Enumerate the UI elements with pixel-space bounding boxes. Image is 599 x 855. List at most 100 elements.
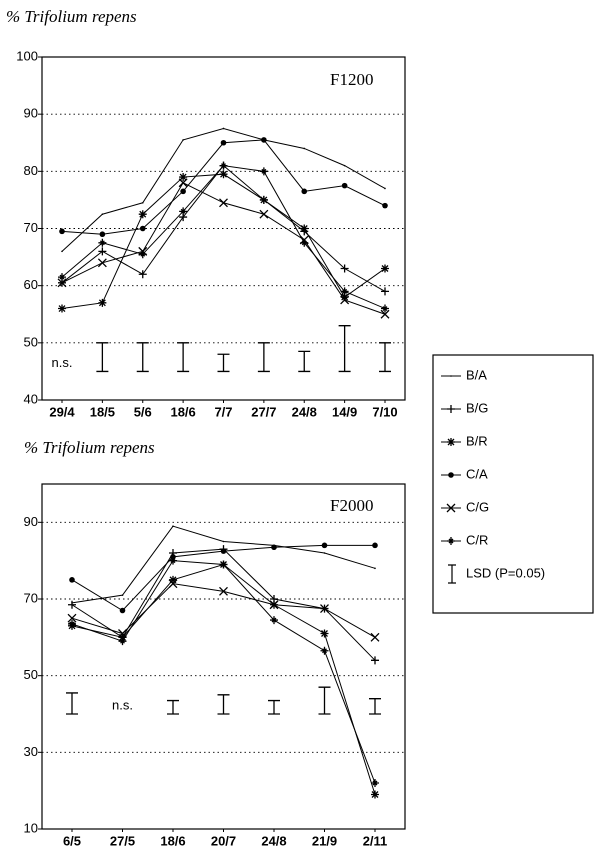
marker [323, 552, 326, 554]
marker [382, 202, 388, 209]
y-tick-label: 30 [24, 744, 38, 759]
marker [98, 298, 107, 307]
marker [169, 575, 177, 584]
marker [300, 238, 309, 247]
marker [178, 178, 188, 188]
ns-label: n.s. [112, 697, 133, 712]
lsd-bar [338, 325, 351, 373]
x-tick-label: 24/8 [292, 404, 317, 419]
y-tick-label: 70 [24, 590, 38, 605]
legend-label: LSD (P=0.05) [466, 565, 545, 580]
chart-title: % Trifolium repens [24, 438, 155, 457]
legend-box [432, 354, 594, 614]
x-tick-label: 27/7 [251, 404, 276, 419]
y-tick-label: 50 [24, 667, 38, 682]
legend-label: B/R [466, 433, 488, 448]
marker [303, 147, 306, 150]
marker [384, 187, 386, 190]
marker [98, 238, 107, 247]
marker [446, 503, 456, 513]
x-tick-label: 24/8 [261, 833, 286, 848]
lsd-bar [217, 353, 230, 373]
lsd-bar [217, 694, 230, 715]
x-tick-label: 20/7 [211, 833, 236, 848]
marker [58, 273, 66, 282]
x-tick-label: 14/9 [332, 404, 357, 419]
marker [381, 304, 389, 313]
y-tick-label: 90 [24, 106, 38, 121]
x-tick-label: 7/10 [372, 404, 397, 419]
marker [220, 548, 227, 554]
lsd-bar [167, 699, 179, 715]
marker [372, 542, 378, 549]
y-tick-label: 70 [24, 220, 38, 235]
x-tick-label: 18/6 [170, 404, 195, 419]
marker [340, 287, 349, 296]
marker [169, 556, 177, 565]
marker [447, 405, 455, 413]
marker [300, 224, 309, 233]
lsd-bar [96, 342, 109, 373]
lsd-bar [369, 698, 381, 715]
x-tick-label: 21/9 [312, 833, 337, 848]
x-tick-label: 7/7 [214, 404, 232, 419]
lsd-bar [379, 342, 391, 373]
legend-label: C/G [466, 499, 489, 514]
ns-label: n.s. [52, 355, 73, 370]
legend-lsd-icon [448, 564, 456, 584]
marker [101, 213, 104, 216]
panel-label: F1200 [330, 70, 373, 89]
lsd-bar [66, 692, 78, 715]
marker [182, 139, 184, 141]
marker [271, 544, 277, 551]
marker [371, 790, 379, 799]
marker [67, 613, 77, 623]
marker [381, 264, 389, 273]
lsd-bar [257, 342, 270, 373]
marker [68, 619, 76, 628]
marker [447, 537, 455, 545]
chart-title: % Trifolium repens [6, 7, 137, 26]
y-tick-label: 60 [24, 277, 38, 292]
marker [370, 632, 380, 642]
marker [219, 161, 228, 170]
marker [220, 139, 227, 146]
marker [340, 264, 349, 273]
marker [380, 309, 390, 319]
marker [269, 600, 279, 610]
x-tick-label: 18/5 [90, 404, 115, 419]
marker [259, 209, 269, 219]
marker [179, 207, 188, 216]
marker [219, 560, 228, 569]
marker [374, 567, 376, 570]
x-tick-label: 2/11 [363, 833, 388, 848]
marker [119, 607, 126, 614]
marker [259, 167, 268, 176]
lsd-bar [318, 686, 331, 715]
lsd-bar [136, 342, 149, 373]
marker [259, 195, 268, 204]
marker [341, 182, 348, 189]
series-line [71, 544, 375, 612]
marker [371, 656, 379, 665]
marker [172, 525, 174, 527]
y-tick-label: 50 [24, 334, 38, 349]
marker [138, 270, 147, 279]
marker [222, 127, 225, 130]
x-tick-label: 27/5 [110, 833, 135, 848]
y-tick-label: 40 [24, 391, 38, 406]
legend-label: C/R [466, 532, 488, 547]
marker [447, 438, 455, 446]
lsd-bar [268, 699, 280, 715]
x-tick-label: 6/5 [63, 833, 81, 848]
legend-label: B/A [466, 367, 487, 382]
marker [321, 542, 328, 549]
marker [222, 540, 225, 543]
marker [180, 188, 186, 195]
plot-frame [41, 483, 406, 830]
marker [121, 594, 124, 596]
marker [59, 228, 65, 235]
panel-label: F2000 [330, 496, 373, 515]
marker [98, 247, 107, 256]
marker [61, 250, 63, 253]
